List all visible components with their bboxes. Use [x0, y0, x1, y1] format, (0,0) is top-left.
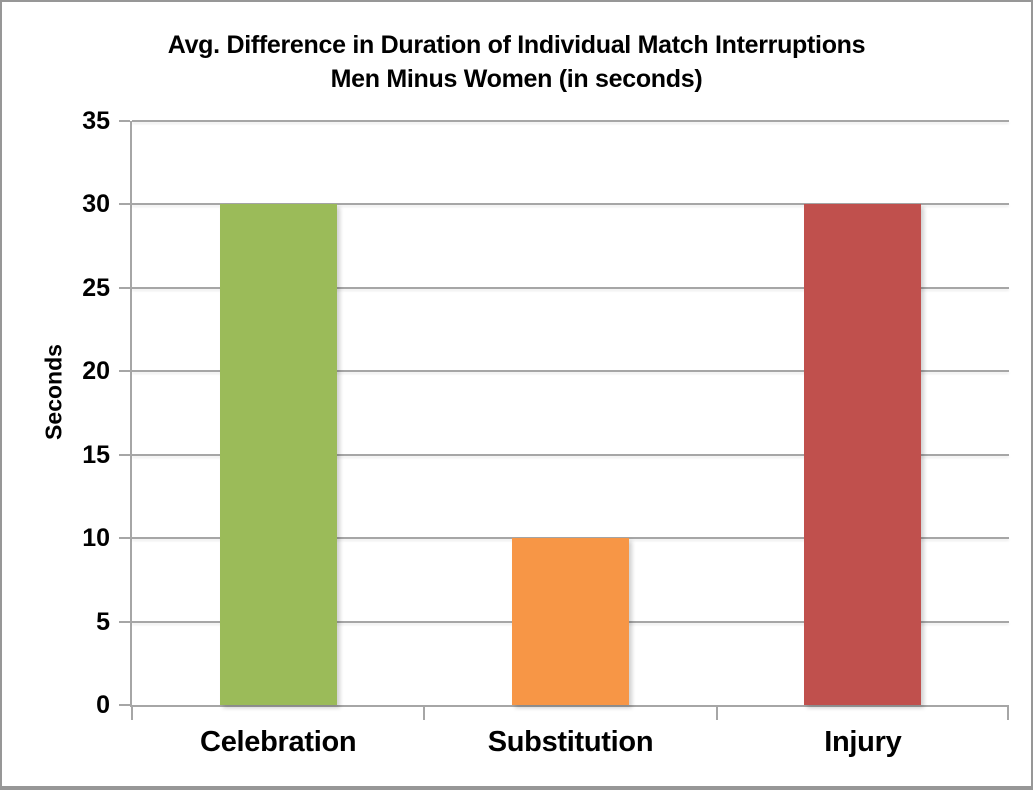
y-axis-tick-label: 15	[82, 440, 110, 469]
x-axis-tick	[423, 705, 426, 720]
y-axis-tick	[119, 704, 130, 706]
y-axis-tick-label: 0	[96, 691, 110, 719]
x-axis-category-label: Injury	[824, 726, 902, 758]
plot-area: 0 5 10 15 20 25 30 35 Celebration Substitution Inj…	[82, 107, 1009, 758]
y-axis-tick-label: 10	[82, 524, 110, 553]
y-axis-tick	[119, 370, 130, 373]
gridline	[132, 286, 1009, 289]
y-axis-tick-label: 5	[96, 607, 110, 636]
x-axis-tick	[131, 705, 133, 720]
bar-substitution	[512, 538, 629, 705]
y-axis-tick-label: 20	[82, 357, 110, 386]
chart-title-line2: Men Minus Women (in seconds)	[330, 65, 703, 93]
chart-title: Avg. Difference in Duration of Individua…	[2, 28, 1031, 96]
y-axis-tick	[119, 453, 130, 456]
x-axis-tick	[715, 705, 718, 720]
y-axis-tick-label: 35	[82, 107, 110, 135]
bar-celebration	[219, 204, 337, 705]
chart-title-line1: Avg. Difference in Duration of Individua…	[167, 31, 866, 59]
y-axis-tick	[119, 286, 130, 289]
y-axis-tick	[119, 203, 130, 206]
y-axis-tick	[119, 537, 130, 540]
gridline	[132, 370, 1009, 373]
x-axis-category-label: Substitution	[487, 726, 654, 758]
gridline	[132, 203, 1009, 206]
x-axis-tick	[1007, 705, 1009, 720]
gridline	[132, 453, 1009, 456]
y-axis-tick-label: 30	[82, 190, 110, 219]
x-axis-category-label: Celebration	[200, 726, 357, 758]
bar-injury	[804, 204, 922, 705]
y-axis-tick	[119, 120, 130, 122]
y-axis-tick	[119, 620, 130, 623]
y-axis-tick-label: 25	[82, 273, 110, 302]
gridline	[132, 120, 1009, 122]
